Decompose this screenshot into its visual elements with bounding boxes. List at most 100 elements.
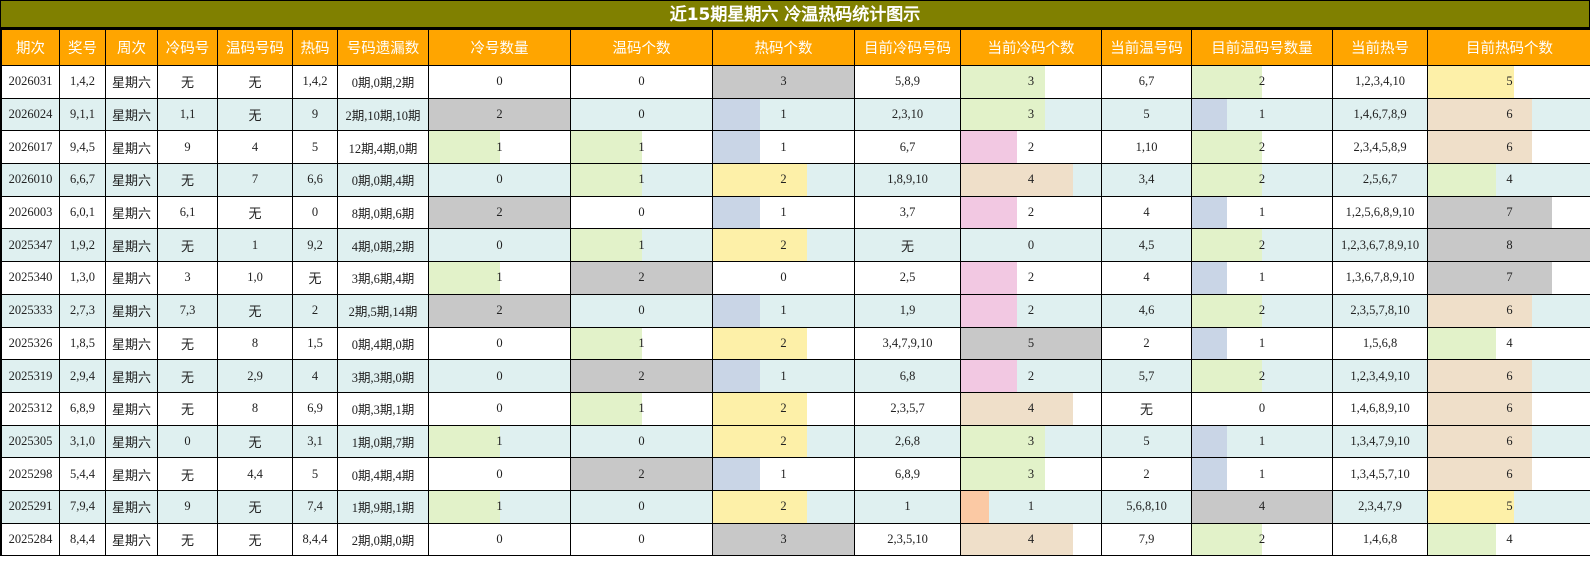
cell-value: 1 [1258, 107, 1266, 122]
cell-value: 7 [1506, 270, 1513, 285]
cell-value: 2025319 [8, 368, 53, 383]
cell-cold-count: 0 [428, 391, 571, 426]
cell-value: 5 [1027, 335, 1035, 350]
data-bar [1192, 262, 1227, 294]
cell-weekday: 星期六 [105, 391, 158, 426]
cell-value: 无 [308, 272, 322, 288]
cell-cur-cold-count: 2 [960, 359, 1102, 393]
cell-value: 1 [780, 107, 787, 122]
data-bar [1192, 131, 1262, 163]
cell-miss: 4期,0期,2期 [337, 228, 429, 263]
cell-value: 3 [1027, 466, 1035, 481]
cell-warm-count: 1 [570, 228, 713, 263]
cell-draw: 1,3,0 [59, 261, 106, 295]
cell-hot-count: 1 [712, 359, 855, 393]
header-weekday: 周次 [105, 29, 158, 66]
cell-value: 无 [248, 207, 262, 223]
cell-cur-hot-count: 4 [1427, 522, 1590, 557]
cell-value: 2 [638, 466, 645, 481]
cell-weekday: 星期六 [105, 359, 158, 393]
cell-cold-count: 0 [428, 522, 571, 557]
cell-period: 2025284 [1, 522, 60, 557]
cell-period: 2025347 [1, 228, 60, 263]
table-row: 2026024 9,1,1 星期六 1,1 无 9 2期,10期,10期 2 0 1 2,3,10 3… [1, 97, 1590, 132]
cell-cur-warm-count: 1 [1191, 97, 1333, 132]
cell-cur-hot: 1,3,6,7,8,9,10 [1332, 261, 1428, 295]
cell-period: 2026031 [1, 65, 60, 99]
cell-value: 4 [1027, 401, 1035, 416]
cell-hot-count: 2 [712, 163, 855, 197]
cell-cur-warm-count: 1 [1191, 261, 1333, 295]
cell-value: 4 [1027, 172, 1035, 187]
cell-hot: 无 [292, 261, 338, 295]
table-row: 2025312 6,8,9 星期六 无 8 6,9 0期,3期,1期 0 1 2 2,3,5,7 4 无… [1, 391, 1590, 426]
cell-value: 2025312 [8, 401, 53, 416]
cell-value: 1 [780, 368, 787, 383]
cell-value: 2 [1258, 303, 1266, 318]
data-bar [429, 197, 570, 228]
cell-value: 1 [1258, 205, 1266, 220]
cell-value: 1,3,0 [70, 270, 95, 285]
cell-value: 2期,5期,14期 [348, 305, 418, 320]
header-cur-cold-count: 当前冷码个数 [960, 29, 1102, 66]
cell-value: 6 [1506, 303, 1513, 318]
cell-cur-cold-count: 2 [960, 130, 1102, 165]
data-bar [1192, 524, 1262, 555]
cell-value: 无 [180, 76, 194, 92]
table-row: 2025284 8,4,4 星期六 无 无 8,4,4 2期,0期,0期 0 0 3 2,3,5,1… [1, 522, 1590, 557]
data-bar [1428, 458, 1533, 490]
cell-period: 2025326 [1, 326, 60, 361]
cell-warm: 4,4 [217, 457, 293, 491]
cell-value: 9,2 [307, 237, 323, 252]
cell-value: 2 [496, 205, 503, 220]
cell-cur-cold-count: 2 [960, 195, 1102, 230]
cell-value: 1 [904, 499, 911, 514]
data-bar [713, 393, 807, 425]
cell-value: 1 [638, 335, 645, 350]
cell-value: 4 [311, 368, 319, 383]
cell-warm: 8 [217, 326, 293, 361]
cell-value: 4 [1143, 270, 1150, 285]
cell-period: 2025333 [1, 293, 60, 328]
cell-value: 6,0,1 [70, 205, 95, 220]
cell-cur-cold: 2,6,8 [854, 424, 961, 459]
cell-cur-hot-count: 6 [1427, 457, 1590, 491]
cell-draw: 1,9,2 [59, 228, 106, 263]
cell-cur-cold: 3,7 [854, 195, 961, 230]
cell-cur-warm: 6,7 [1101, 65, 1192, 99]
cell-value: 6 [1506, 107, 1513, 122]
cell-warm: 无 [217, 489, 293, 524]
cell-value: 2 [1258, 237, 1266, 252]
cell-value: 1,5 [307, 335, 323, 350]
cell-cur-cold-count: 3 [960, 65, 1102, 99]
cell-value: 3 [780, 531, 787, 546]
cell-value: 1,3,4,7,9,10 [1350, 433, 1410, 448]
cell-value: 2期,0期,0期 [351, 533, 415, 548]
cell-warm: 无 [217, 65, 293, 99]
header-cur-warm: 当前温号码 [1101, 29, 1192, 66]
cell-value: 4 [1143, 205, 1150, 220]
cell-miss: 12期,4期,0期 [337, 130, 429, 165]
cell-value: 3 [780, 74, 787, 89]
cell-value: 4,4 [247, 466, 263, 481]
cell-value: 4 [1027, 531, 1035, 546]
cell-period: 2025298 [1, 457, 60, 491]
cell-weekday: 星期六 [105, 326, 158, 361]
cell-cold: 无 [157, 457, 218, 491]
data-bar [1192, 491, 1332, 523]
cell-value: 1 [638, 401, 645, 416]
data-bar [1428, 262, 1552, 294]
data-bar [713, 360, 760, 392]
cell-value: 2 [496, 303, 503, 318]
header-row: 期次 奖号 周次 冷码号 温码号码 热码 号码遗漏数 冷号数量 温码个数 热码个数 目前冷码号码 当前… [1, 29, 1590, 66]
cell-value: 7 [251, 172, 259, 187]
cell-cur-cold-count: 0 [960, 228, 1102, 263]
cell-warm-count: 2 [570, 261, 713, 295]
cell-warm: 8 [217, 391, 293, 426]
cell-period: 2025312 [1, 391, 60, 426]
cell-value: 2 [638, 270, 645, 285]
cell-hot-count: 2 [712, 489, 855, 524]
header-warm-count: 温码个数 [570, 29, 713, 66]
cell-value: 1,3,6,7,8,9,10 [1345, 270, 1415, 285]
